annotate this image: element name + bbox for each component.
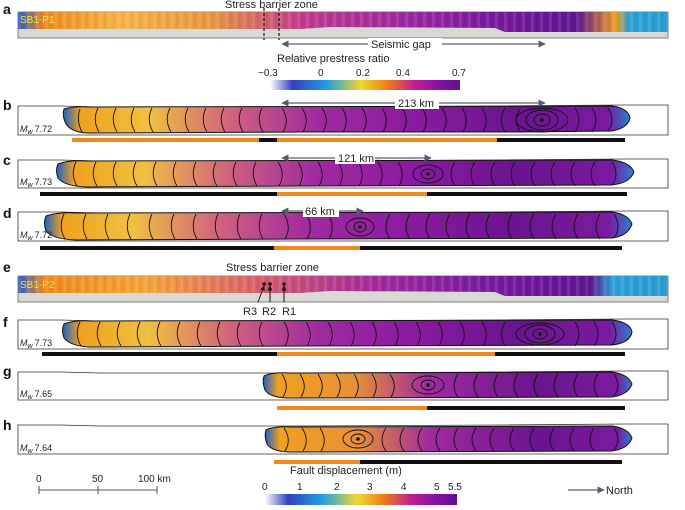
panel-letter: g [3, 363, 12, 379]
gap-label: Seismic gap [371, 39, 431, 51]
distance-label: 121 km [338, 153, 374, 165]
scale-tick: 50 [92, 474, 104, 485]
colorbar-tick: 0.7 [452, 68, 466, 79]
rupture-contours [281, 373, 619, 398]
rupture-contours [60, 213, 619, 240]
colorbar-tick: 3 [367, 482, 373, 493]
scale-tick: 100 km [138, 474, 171, 485]
colorbar-tick: 5.5 [448, 482, 462, 493]
magnitude-label: Mw 7.72 [20, 230, 52, 242]
magnitude-label: Mw 7.64 [20, 443, 52, 455]
panel-g: g Mw 7.65 [3, 363, 669, 410]
north-indicator: North [568, 485, 633, 497]
rupture-contours [72, 161, 617, 187]
colorbar-tick: 5 [434, 482, 440, 493]
panel-a: a SB1-P1 Stress barrier zone Seismic gap [3, 0, 669, 51]
model-tag: SB1-P2 [20, 280, 55, 291]
displacement-colorbar: Fault displacement (m) 0 1 2 3 4 5 5.5 [262, 465, 462, 505]
magnitude-label: Mw 7.65 [20, 389, 52, 401]
magnitude-label: Mw 7.73 [20, 338, 52, 350]
rupture-contours [77, 107, 613, 133]
colorbar-tick: 0.4 [396, 68, 410, 79]
panel-letter: c [3, 152, 11, 168]
receiver-label: R2 [262, 306, 276, 318]
segment-bar-orange [274, 460, 360, 464]
receiver-label: R1 [282, 306, 296, 318]
panel-letter: a [3, 1, 11, 17]
scale-bar: 0 50 100 km [36, 474, 171, 494]
panel-letter: e [3, 259, 11, 275]
colorbar-tick: 4 [401, 482, 407, 493]
scale-tick: 0 [36, 474, 42, 485]
colorbar-gradient [270, 80, 460, 90]
panel-d: d Mw 7.72 66 km [3, 205, 669, 250]
panel-e: e SB1-P2 Stress barrier zone R3 R2 R1 [3, 259, 669, 318]
panel-letter: f [3, 314, 8, 330]
colorbar-gradient [265, 494, 457, 505]
rupture-contours [283, 427, 619, 452]
panel-h: h Mw 7.64 [3, 417, 669, 464]
segment-bar-orange [277, 406, 427, 410]
segment-bar-orange [274, 246, 360, 250]
colorbar-title: Relative prestress ratio [277, 53, 390, 65]
panel-letter: b [3, 97, 12, 113]
panel-c: c Mw 7.73 121 km [3, 152, 669, 196]
colorbar-tick: 0.2 [356, 68, 370, 79]
distance-label: 213 km [398, 98, 434, 110]
north-label: North [606, 485, 633, 497]
prestress-colorbar: Relative prestress ratio −0.3 0 0.2 0.4 … [258, 53, 466, 90]
distance-label: 66 km [305, 206, 335, 218]
colorbar-tick: −0.3 [258, 68, 278, 79]
rupture-contours [76, 321, 617, 347]
colorbar-tick: 0 [318, 68, 324, 79]
panel-letter: h [3, 417, 12, 433]
barrier-label: Stress barrier zone [226, 262, 319, 274]
receiver-arrows [257, 285, 287, 303]
magnitude-label: Mw 7.73 [20, 177, 52, 189]
colorbar-tick: 1 [297, 482, 303, 493]
panel-b: b Mw 7.72 213 km [3, 97, 669, 142]
panel-letter: d [3, 205, 12, 221]
model-tag: SB1-P1 [20, 15, 55, 26]
receiver-label: R3 [243, 306, 257, 318]
magnitude-label: Mw 7.72 [20, 124, 52, 136]
colorbar-tick: 0 [262, 482, 268, 493]
segment-bar-orange [277, 192, 427, 196]
segment-bar-orange [277, 352, 495, 356]
panel-f: f Mw 7.73 [3, 314, 669, 356]
colorbar-tick: 2 [334, 482, 340, 493]
colorbar-title: Fault displacement (m) [290, 465, 402, 477]
barrier-label: Stress barrier zone [225, 0, 318, 11]
segment-bar-orange [72, 138, 259, 142]
